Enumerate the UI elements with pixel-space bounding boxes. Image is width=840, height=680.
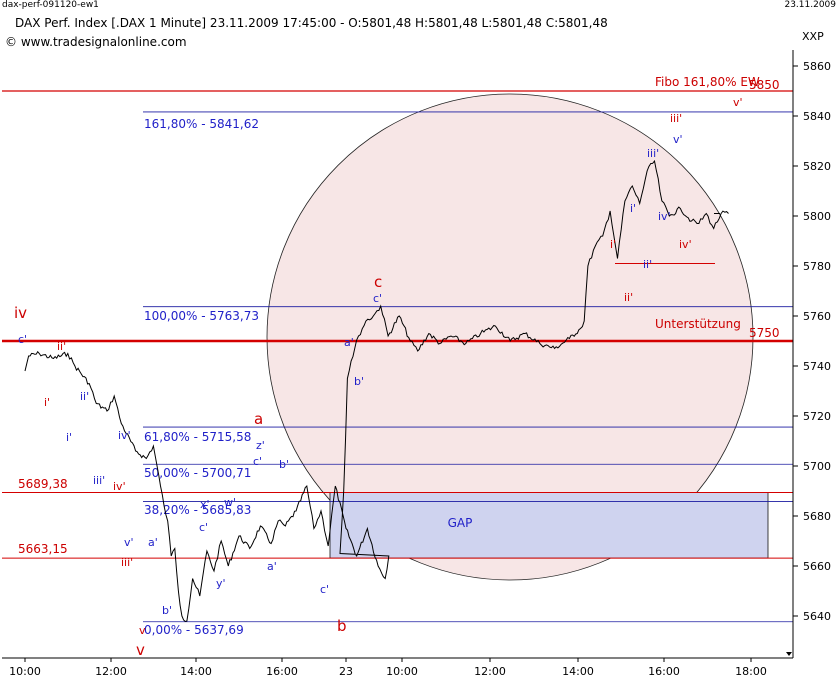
copyright-link[interactable]: © www.tradesignalonline.com — [5, 35, 187, 49]
y-tick-label-6: 5760 — [803, 310, 831, 323]
wave-label-17: x' — [200, 498, 210, 511]
y-tick-label-8: 5800 — [803, 210, 831, 223]
wave-label-12: v — [136, 641, 145, 659]
y-tick-label-10: 5840 — [803, 110, 831, 123]
level-label-6-0: 50,00% - 5700,71 — [144, 466, 251, 480]
y-tick-label-3: 5700 — [803, 460, 831, 473]
level-label-1-0: 161,80% - 5841,62 — [144, 117, 259, 131]
gap-label: GAP — [448, 516, 473, 530]
y-tick-label-5: 5740 — [803, 360, 831, 373]
level-label-10-0: 0,00% - 5637,69 — [144, 623, 244, 637]
wave-label-19: z' — [256, 439, 265, 452]
wave-label-14: b' — [162, 604, 172, 617]
x-tick-label-0: 10:00 — [9, 665, 41, 678]
wave-label-20: c' — [253, 455, 262, 468]
symbol-code: XXP — [802, 30, 824, 43]
wave-label-39: v' — [733, 96, 743, 109]
wave-label-18: w' — [224, 496, 236, 509]
y-tick-label-0: 5640 — [803, 610, 831, 623]
wave-label-34: iii' — [647, 147, 659, 160]
x-tick-label-3: 16:00 — [266, 665, 298, 678]
wave-label-38: v' — [673, 133, 683, 146]
wave-label-6: iii' — [93, 474, 105, 487]
wave-label-29: c' — [373, 292, 382, 305]
wave-label-10: iii' — [121, 556, 133, 569]
wave-label-7: iv' — [118, 429, 131, 442]
wave-label-33: ii' — [624, 291, 633, 304]
wave-label-15: c' — [199, 521, 208, 534]
file-name: dax-perf-091120-ew1 — [2, 0, 99, 10]
level-label-5-0: 61,80% - 5715,58 — [144, 430, 251, 444]
wave-label-37: iv' — [679, 238, 692, 251]
level-label-8-0: 38,20% - 5685,83 — [144, 503, 251, 517]
level-label-4-0: Unterstützung — [655, 317, 741, 331]
y-tick-label-11: 5860 — [803, 60, 831, 73]
x-tick-label-6: 12:00 — [474, 665, 506, 678]
wave-label-30: i' — [610, 238, 616, 251]
y-tick-label-9: 5820 — [803, 160, 831, 173]
wave-label-28: c — [374, 273, 382, 291]
x-tick-label-1: 12:00 — [95, 665, 127, 678]
y-tick-label-1: 5660 — [803, 560, 831, 573]
gap-box — [329, 492, 769, 559]
y-tick-label-2: 5680 — [803, 510, 831, 523]
level-label-0-0: Fibo 161,80% EW — [655, 75, 760, 89]
y-tick-label-4: 5720 — [803, 410, 831, 423]
wave-label-22: a' — [267, 560, 277, 573]
wave-label-1: c' — [18, 333, 27, 346]
header-date: 23.11.2009 — [784, 0, 836, 10]
wave-label-16: y' — [216, 577, 226, 590]
level-label-4-1: 5750 — [749, 326, 780, 340]
highlight-circle — [266, 93, 754, 581]
wave-label-35: iii' — [670, 112, 682, 125]
level-label-9-0: 5663,15 — [18, 542, 68, 556]
level-label-7-0: 5689,38 — [18, 477, 68, 491]
wave-label-13: a' — [148, 536, 158, 549]
wave-label-26: a' — [344, 336, 354, 349]
wave-label-4: ii' — [80, 390, 89, 403]
price-series-line — [24, 159, 729, 623]
level-label-3-0: 100,00% - 5763,73 — [144, 309, 259, 323]
x-tick-label-7: 14:00 — [562, 665, 594, 678]
wave-label-27: b' — [354, 375, 364, 388]
wave-label-36: iv' — [658, 210, 671, 223]
wave-label-2: ii' — [57, 340, 66, 353]
x-tick-label-9: 18:00 — [735, 665, 767, 678]
wave-label-11: v — [139, 624, 146, 637]
level-label-0-1: 5850 — [749, 78, 780, 92]
wave-label-21: b' — [279, 458, 289, 471]
wave-label-9: v' — [124, 536, 134, 549]
x-tick-label-2: 14:00 — [180, 665, 212, 678]
x-tick-label-5: 10:00 — [386, 665, 418, 678]
wave-label-8: iv' — [113, 480, 126, 493]
wave-label-25: b — [337, 617, 347, 635]
x-tick-label-8: 16:00 — [648, 665, 680, 678]
y-tick-label-7: 5780 — [803, 260, 831, 273]
wave-label-0: iv — [14, 304, 27, 322]
wave-label-5: i' — [66, 431, 72, 444]
chart-header: DAX Perf. Index [.DAX 1 Minute] 23.11.20… — [15, 16, 608, 30]
wave-label-31: i' — [630, 202, 636, 215]
wave-label-23: a — [254, 410, 263, 428]
scroll-down-icon — [786, 652, 792, 656]
x-tick-label-4: 23 — [339, 665, 353, 678]
wave-label-32: ii' — [643, 258, 652, 271]
wave-label-3: i' — [44, 396, 50, 409]
wave-label-24: c' — [320, 583, 329, 596]
